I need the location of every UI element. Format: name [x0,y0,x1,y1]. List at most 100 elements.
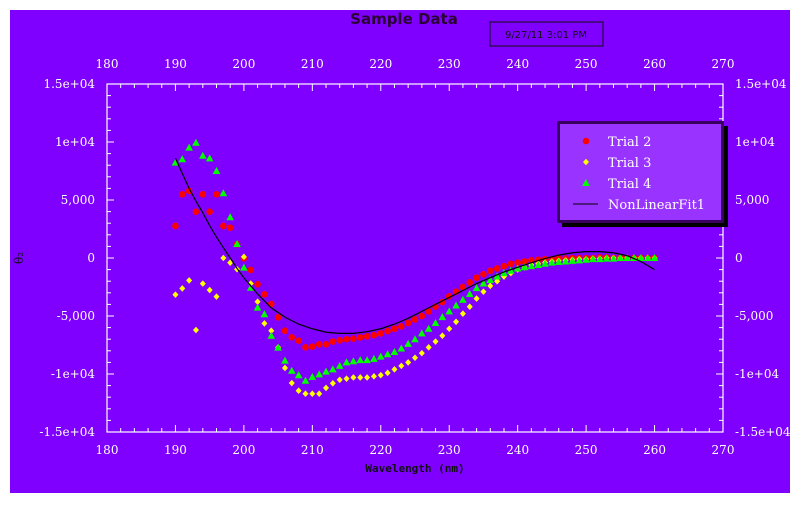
y-tick-label-right: 1.5e+04 [735,77,787,91]
data-point [445,307,454,315]
data-point [315,341,323,348]
x-tick-label-bottom: 260 [643,443,666,457]
data-point [472,284,481,292]
data-point [398,323,405,330]
data-point [172,222,179,230]
data-point [323,384,330,392]
x-tick-label-bottom: 250 [575,443,598,457]
data-point [322,341,330,348]
data-point [575,256,584,264]
data-point [186,277,193,284]
x-tick-label-top: 240 [506,57,529,71]
data-point [213,293,220,300]
data-point [459,310,466,317]
data-point [411,335,419,343]
x-tick-label-bottom: 200 [232,443,255,457]
data-point [459,283,467,291]
data-point [288,366,296,374]
legend-label: Trial 3 [608,156,651,171]
data-point [171,158,180,166]
data-point [281,356,289,364]
data-point [364,374,371,381]
data-point [465,289,474,297]
data-point [268,327,275,335]
chart-title: Sample Data [350,10,458,28]
y-tick-label-right: -1.5e+04 [735,425,791,439]
data-point [178,155,187,163]
data-point [500,262,508,270]
data-point [391,325,398,333]
data-point [212,167,221,174]
data-point [267,331,276,339]
data-point [479,279,488,287]
data-point [357,374,364,381]
x-tick-label-top: 270 [712,57,735,71]
y-tick-label-left: -5,000 [57,309,95,323]
data-point [302,344,309,351]
data-point [507,266,515,274]
data-point [486,276,495,284]
data-point [602,254,611,262]
data-point [233,239,241,247]
data-point [473,274,480,282]
data-point [568,256,577,264]
data-point [295,337,302,345]
data-point [370,354,378,362]
x-tick-label-bottom: 220 [369,443,392,457]
x-tick-label-bottom: 230 [438,443,461,457]
data-point [349,357,358,365]
y-tick-label-left: -1e+04 [51,367,95,381]
data-point [527,262,536,270]
data-point [548,258,556,266]
x-tick-label-top: 210 [301,57,324,71]
data-point [220,222,227,230]
y-axis-label: θ₂ [12,252,26,264]
data-point [309,343,316,350]
data-point [466,303,473,311]
data-point [377,371,384,379]
y-tick-label-right: 5,000 [735,193,769,207]
data-point [432,338,439,345]
data-point [637,254,645,261]
data-point [616,254,625,261]
data-point [521,258,528,265]
data-point [205,154,214,162]
data-point [288,334,296,341]
data-point [384,327,391,335]
data-point [192,138,200,146]
data-point [370,331,378,339]
x-tick-label-top: 250 [575,57,598,71]
data-point [418,329,426,337]
legend-label: Trial 4 [608,177,651,192]
data-point [554,258,563,266]
data-point [500,269,508,277]
x-tick-label-top: 260 [643,57,666,71]
legend: Trial 2 Trial 3 Trial 4 NonLinearFit1 [557,121,728,227]
data-point [363,356,371,364]
data-point [336,376,343,384]
data-point [589,255,597,263]
series-trial-4 [171,138,659,384]
data-point [609,254,618,262]
data-point [247,266,255,274]
data-point [438,313,447,321]
data-point [425,344,432,351]
y-tick-label-right: -5,000 [735,309,773,323]
data-point [596,255,604,263]
x-axis-label: Wavelength (nm) [365,462,464,475]
data-point [308,373,317,381]
data-point [247,280,254,287]
data-point [520,263,529,271]
data-point [295,387,302,395]
fit-line [174,157,655,334]
data-point [356,356,365,364]
y-tick-label-right: 0 [735,251,743,265]
data-point [220,254,227,262]
data-point [404,319,412,327]
data-point [343,375,350,382]
data-point [507,260,515,268]
data-point [480,270,487,278]
x-tick-label-bottom: 210 [301,443,324,457]
y-tick-label-right: -1e+04 [735,367,779,381]
data-point [494,277,501,285]
